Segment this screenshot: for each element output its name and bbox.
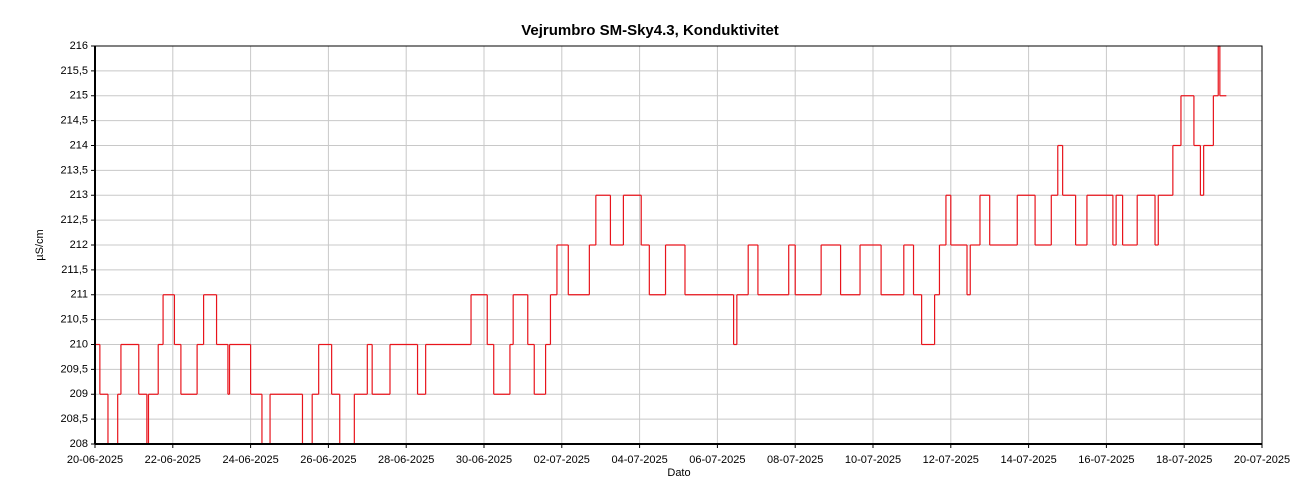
chart-title: Vejrumbro SM-Sky4.3, Konduktivitet — [521, 22, 779, 39]
y-tick-label: 209 — [70, 388, 88, 400]
y-tick-label: 212,5 — [60, 214, 88, 226]
y-tick-label: 213,5 — [60, 164, 88, 176]
y-tick-label: 208,5 — [60, 413, 88, 425]
x-tick-label: 08-07-2025 — [767, 454, 823, 466]
y-tick-label: 214 — [70, 139, 88, 151]
x-tick-label: 28-06-2025 — [378, 454, 434, 466]
y-tick-label: 209,5 — [60, 363, 88, 375]
x-tick-label: 18-07-2025 — [1156, 454, 1212, 466]
y-tick-label: 216 — [70, 40, 88, 52]
y-axis-label: µS/cm — [34, 229, 46, 260]
y-tick-label: 210 — [70, 338, 88, 350]
x-tick-label: 04-07-2025 — [611, 454, 667, 466]
y-tick-label: 215 — [70, 90, 88, 102]
y-tick-label: 212 — [70, 239, 88, 251]
x-axis-label: Dato — [667, 467, 690, 479]
y-tick-label: 210,5 — [60, 314, 88, 326]
x-tick-label: 16-07-2025 — [1078, 454, 1134, 466]
y-tick-label: 215,5 — [60, 65, 88, 77]
y-tick-label: 211,5 — [61, 264, 88, 276]
x-tick-label: 30-06-2025 — [456, 454, 512, 466]
x-tick-label: 10-07-2025 — [845, 454, 901, 466]
x-tick-label: 22-06-2025 — [145, 454, 201, 466]
x-tick-label: 02-07-2025 — [534, 454, 590, 466]
y-tick-label: 208 — [70, 438, 88, 450]
y-tick-label: 211 — [70, 289, 88, 301]
x-tick-label: 20-07-2025 — [1234, 454, 1290, 466]
y-tick-label: 214,5 — [60, 115, 88, 127]
x-tick-label: 14-07-2025 — [1000, 454, 1056, 466]
x-tick-label: 20-06-2025 — [67, 454, 123, 466]
x-tick-label: 26-06-2025 — [300, 454, 356, 466]
y-tick-label: 213 — [70, 189, 88, 201]
x-tick-label: 12-07-2025 — [923, 454, 979, 466]
x-tick-label: 06-07-2025 — [689, 454, 745, 466]
x-tick-label: 24-06-2025 — [222, 454, 278, 466]
